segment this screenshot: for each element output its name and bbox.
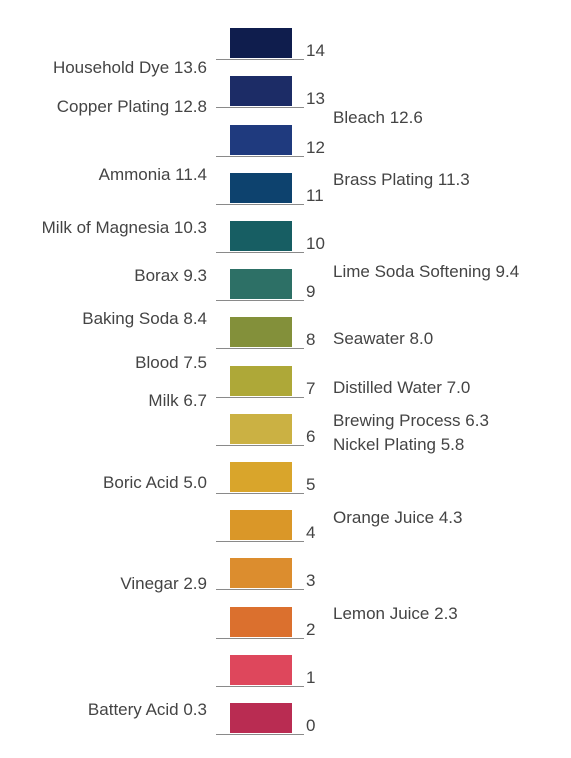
ph-baseline-8 — [216, 348, 304, 350]
ph-tick-label-2: 2 — [306, 619, 316, 639]
ph-baseline-13 — [216, 107, 304, 109]
ph-baseline-1 — [216, 685, 304, 687]
ph-tick-label-6: 6 — [306, 426, 316, 446]
substance-label-left: Baking Soda 8.4 — [82, 309, 207, 329]
ph-tick-label-0: 0 — [306, 716, 316, 735]
ph-color-block-6 — [230, 413, 292, 444]
ph-tick-label-7: 7 — [306, 378, 316, 398]
substance-label-right: Distilled Water 7.0 — [333, 377, 471, 397]
substance-label-right: Orange Juice 4.3 — [333, 507, 463, 527]
ph-color-block-9 — [230, 269, 292, 300]
substance-label-left: Copper Plating 12.8 — [56, 97, 207, 117]
ph-baseline-12 — [216, 155, 304, 157]
ph-baseline-4 — [216, 541, 304, 543]
ph-color-block-8 — [230, 317, 292, 348]
substance-label-right: Lemon Juice 2.3 — [333, 604, 458, 624]
ph-tick-label-1: 1 — [306, 667, 316, 687]
substance-label-right: Brewing Process 6.3 — [333, 411, 489, 431]
substance-label-left: Ammonia 11.4 — [98, 164, 207, 184]
ph-color-block-2 — [230, 606, 292, 637]
ph-tick-label-4: 4 — [306, 523, 316, 543]
ph-tick-label-14: 14 — [306, 41, 325, 61]
substance-label-left: Battery Acid 0.3 — [87, 699, 207, 719]
ph-color-block-7 — [230, 365, 292, 396]
substance-label-right: Lime Soda Softening 9.4 — [333, 261, 520, 281]
ph-tick-label-3: 3 — [306, 571, 316, 591]
ph-tick-label-13: 13 — [306, 89, 325, 109]
ph-color-block-10 — [230, 221, 292, 251]
ph-color-block-13 — [230, 76, 292, 107]
ph-baseline-9 — [216, 300, 304, 302]
ph-baseline-6 — [216, 444, 304, 446]
ph-tick-label-12: 12 — [306, 137, 325, 157]
ph-color-block-4 — [230, 510, 292, 541]
substance-label-right: Brass Plating 11.3 — [333, 170, 470, 190]
substance-label-right: Seawater 8.0 — [333, 329, 434, 349]
ph-color-block-5 — [230, 462, 292, 492]
ph-tick-label-5: 5 — [306, 475, 316, 494]
substance-label-left: Milk 6.7 — [148, 391, 207, 411]
substance-label-left: Vinegar 2.9 — [120, 574, 207, 594]
ph-tick-label-8: 8 — [306, 330, 316, 350]
ph-baseline-0 — [216, 734, 304, 735]
substance-label-left: Boric Acid 5.0 — [103, 473, 207, 492]
ph-tick-label-11: 11 — [306, 185, 324, 205]
substance-label-right: Bleach 12.6 — [333, 107, 423, 127]
ph-color-block-11 — [230, 172, 292, 203]
ph-tick-label-10: 10 — [306, 234, 325, 253]
substance-label-left: Blood 7.5 — [135, 352, 207, 372]
substance-label-right: Nickel Plating 5.8 — [333, 435, 465, 455]
substance-label-left: Household Dye 13.6 — [52, 58, 207, 78]
ph-baseline-10 — [216, 252, 304, 253]
ph-color-block-1 — [230, 654, 292, 685]
ph-baseline-7 — [216, 396, 304, 398]
ph-baseline-2 — [216, 637, 304, 639]
ph-color-block-14 — [230, 28, 292, 59]
ph-baseline-3 — [216, 589, 304, 591]
substance-label-left: Milk of Magnesia 10.3 — [41, 217, 207, 237]
substance-label-left: Borax 9.3 — [134, 265, 207, 285]
ph-color-block-12 — [230, 124, 292, 155]
ph-baseline-14 — [216, 59, 304, 61]
ph-color-block-0 — [230, 703, 292, 733]
ph-baseline-5 — [216, 493, 304, 494]
ph-color-block-3 — [230, 558, 292, 589]
ph-baseline-11 — [216, 203, 304, 205]
ph-tick-label-9: 9 — [306, 282, 316, 302]
